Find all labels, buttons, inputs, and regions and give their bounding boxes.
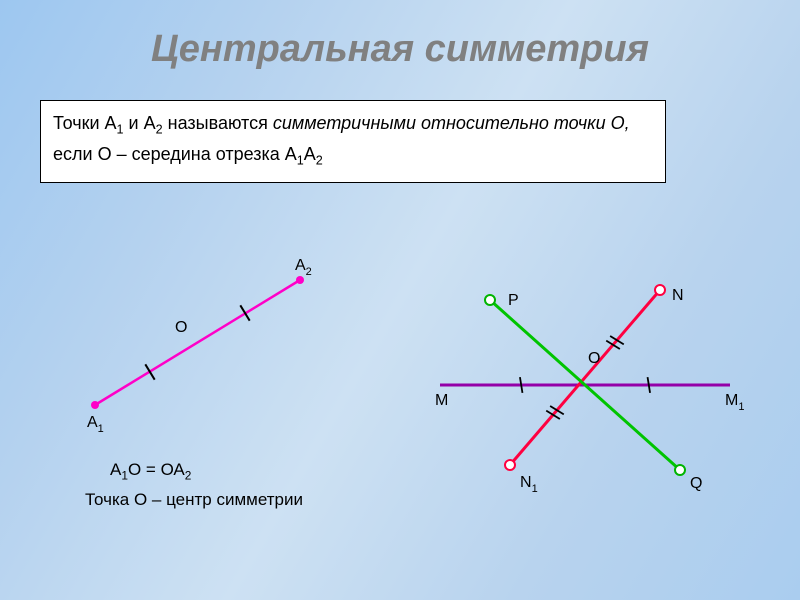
definition-box: Точки А1 и А2 называются симметричными о… bbox=[40, 100, 666, 183]
page-title: Центральная симметрия bbox=[0, 28, 800, 71]
label-n1: N1 bbox=[520, 474, 538, 495]
point-a1 bbox=[91, 401, 99, 409]
point-n1 bbox=[505, 460, 515, 470]
label-o-right: О bbox=[588, 350, 600, 367]
label-m: M bbox=[435, 392, 448, 409]
right-diagram: P N О M М1 N1 Q bbox=[435, 285, 744, 495]
label-a1: А1 bbox=[87, 414, 104, 435]
point-p bbox=[485, 295, 495, 305]
point-n bbox=[655, 285, 665, 295]
label-p: P bbox=[508, 292, 519, 309]
line-n-n1 bbox=[510, 290, 660, 465]
label-n: N bbox=[672, 287, 684, 304]
label-o-left: О bbox=[175, 319, 187, 336]
left-diagram: А1 А2 О bbox=[87, 257, 312, 435]
label-q: Q bbox=[690, 475, 702, 492]
label-m1: М1 bbox=[725, 392, 744, 413]
point-a2 bbox=[296, 276, 304, 284]
segment-a1a2 bbox=[95, 280, 300, 405]
equality-text: А1О = ОА2 bbox=[110, 460, 191, 482]
diagrams: А1 А2 О P N О M М1 N1 Q bbox=[0, 220, 800, 600]
point-q bbox=[675, 465, 685, 475]
def-text: Точки А1 и А2 называются симметричными о… bbox=[53, 113, 630, 164]
center-symmetry-text: Точка О – центр симметрии bbox=[85, 490, 303, 510]
label-a2: А2 bbox=[295, 257, 312, 278]
